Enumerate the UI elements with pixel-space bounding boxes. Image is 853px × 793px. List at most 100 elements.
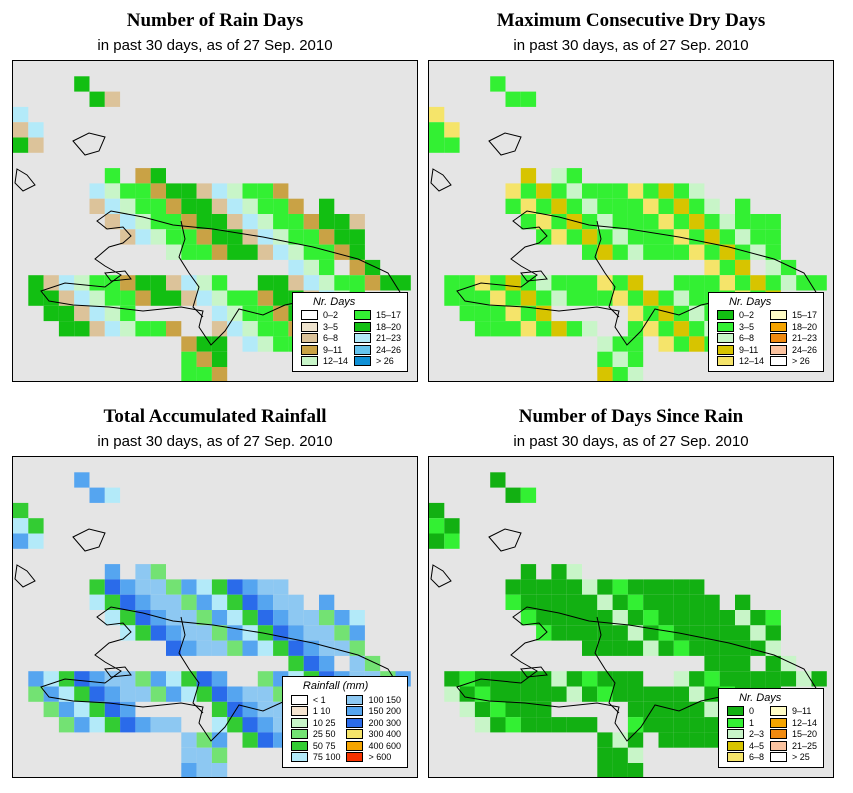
grid-cell	[349, 640, 365, 656]
grid-cell	[612, 763, 628, 777]
grid-cell	[89, 701, 105, 718]
grid-cell	[135, 275, 151, 291]
legend-label: 9–11	[791, 706, 812, 717]
grid-cell	[319, 625, 335, 641]
grid-cell	[689, 610, 705, 626]
grid-cell	[689, 305, 705, 322]
grid-cell	[673, 732, 690, 748]
panel-title: Maximum Consecutive Dry Days	[496, 10, 766, 31]
grid-cell	[319, 640, 335, 656]
legend-item: 21–23	[769, 333, 817, 345]
grid-cell	[211, 625, 228, 641]
grid-cell	[704, 610, 720, 626]
grid-cell	[166, 579, 182, 595]
grid-cell	[104, 594, 121, 610]
grid-cell	[765, 275, 781, 291]
grid-cell	[273, 290, 289, 306]
grid-cell	[166, 640, 182, 656]
grid-cell	[211, 732, 228, 748]
grid-cell	[612, 367, 628, 381]
grid-cell	[566, 198, 582, 214]
grid-cell	[273, 610, 289, 626]
grid-cell	[13, 518, 29, 534]
grid-cell	[627, 686, 644, 702]
grid-cell	[505, 717, 521, 733]
grid-cell	[211, 244, 228, 260]
grid-cell	[566, 564, 582, 580]
grid-cell	[582, 625, 598, 641]
small-island-outline	[520, 270, 548, 282]
grid-cell	[520, 321, 537, 337]
grid-cell	[582, 640, 598, 656]
small-island-outline	[104, 270, 132, 282]
grid-cell	[689, 671, 705, 687]
legend-item: 12–14	[300, 356, 348, 368]
legend-item: 9–11	[769, 706, 817, 718]
grid-cell	[242, 717, 258, 733]
grid-cell	[181, 594, 197, 610]
grid-cell	[211, 717, 228, 733]
grid-cell	[765, 655, 781, 672]
legend-swatch	[346, 729, 364, 740]
grid-cell	[364, 259, 381, 276]
grid-cell	[242, 640, 258, 656]
grid-cell	[196, 198, 212, 214]
grid-cell	[211, 183, 228, 199]
map-frame: Nr. Days 0–2 3–5 6–8 9–11 12–14 15–17 18–20 21–…	[12, 60, 418, 382]
legend-swatch	[726, 740, 744, 751]
grid-cell	[505, 275, 521, 291]
legend-item: 75 100	[290, 752, 340, 764]
grid-cell	[505, 183, 521, 199]
legend-label: > 600	[368, 752, 392, 763]
grid-cell	[658, 229, 674, 245]
grid-cell	[520, 717, 537, 733]
grid-cell	[582, 671, 598, 687]
panel-subtitle: in past 30 days, as of 27 Sep. 2010	[97, 37, 333, 54]
grid-cell	[181, 275, 197, 291]
grid-cell	[273, 321, 289, 337]
grid-cell	[135, 671, 151, 687]
legend-swatch	[353, 356, 371, 367]
grid-cell	[349, 655, 365, 672]
grid-cell	[735, 244, 751, 260]
grid-cell	[520, 290, 537, 306]
grid-cell	[104, 91, 121, 107]
grid-cell	[211, 275, 228, 291]
grid-cell	[536, 671, 552, 687]
grid-cell	[612, 290, 628, 306]
grid-cell	[196, 579, 212, 595]
grid-cell	[28, 686, 44, 702]
legend-item: 4–5	[726, 740, 764, 752]
grid-cell	[474, 686, 491, 702]
grid-cell	[520, 701, 537, 718]
grid-cell	[242, 214, 258, 230]
grid-cell	[444, 686, 460, 702]
grid-cell	[627, 640, 644, 656]
legend-swatch	[716, 321, 734, 332]
grid-cell	[211, 640, 228, 656]
grid-cell	[627, 701, 644, 718]
legend-swatch	[290, 706, 308, 717]
grid-cell	[166, 717, 182, 733]
grid-cell	[181, 686, 197, 702]
grid-cell	[74, 472, 90, 488]
grid-cell	[319, 214, 335, 230]
grid-cell	[120, 579, 136, 595]
legend: Nr. Days 0 1 2–3 4–5 6–8 9–11 12–14 15–20 21–25 >…	[717, 687, 824, 768]
grid-cell	[104, 701, 121, 718]
grid-cell	[704, 594, 720, 610]
grid-cell	[658, 290, 674, 306]
grid-cell	[273, 275, 289, 291]
grid-cell	[135, 321, 151, 337]
small-island-outline	[104, 666, 132, 678]
grid-cell	[334, 244, 350, 260]
legend-label: < 1	[312, 694, 326, 705]
grid-cell	[673, 214, 690, 230]
grid-cell	[612, 732, 628, 748]
grid-cell	[566, 686, 582, 702]
grid-cell	[490, 321, 506, 337]
panel-subtitle: in past 30 days, as of 27 Sep. 2010	[513, 37, 749, 54]
grid-cell	[658, 610, 674, 626]
grid-cell	[627, 198, 644, 214]
